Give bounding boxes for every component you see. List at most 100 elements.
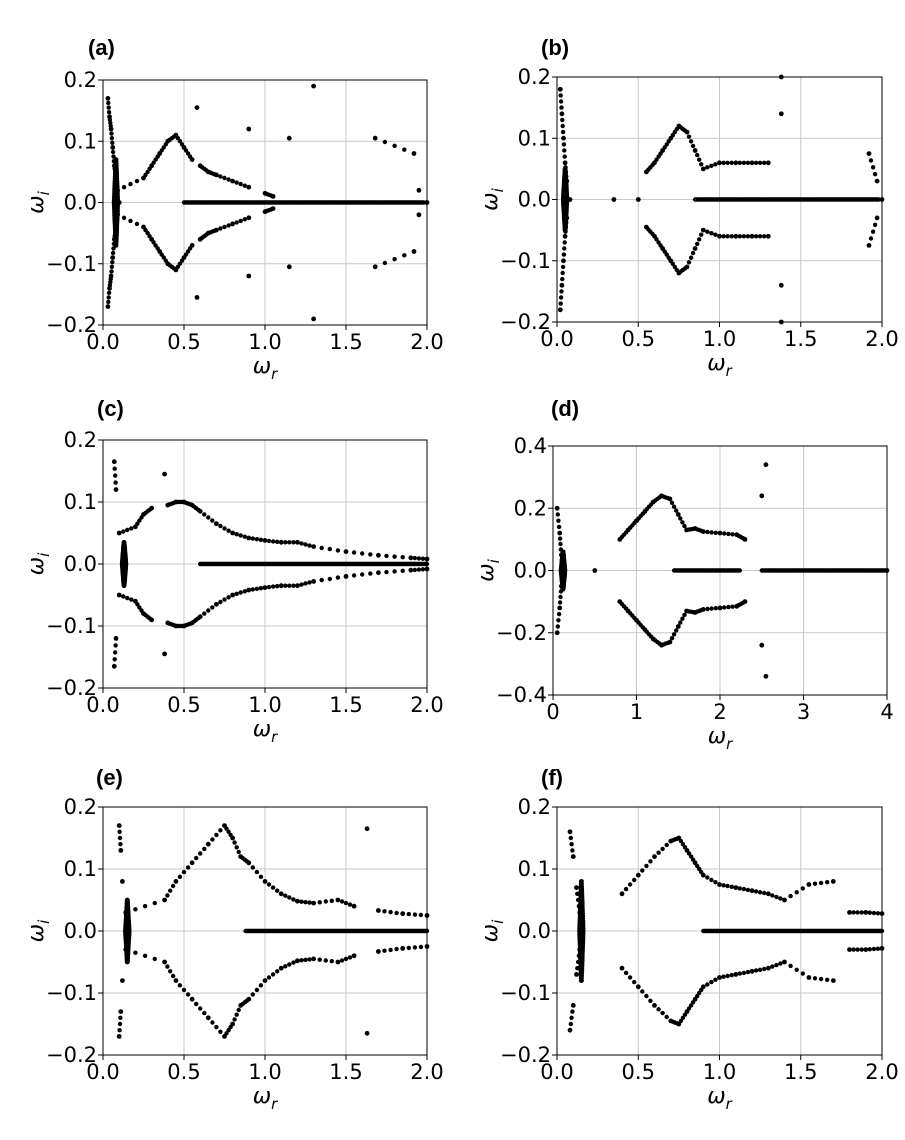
data-point <box>202 1010 207 1016</box>
data-point <box>111 159 117 164</box>
plot-frame <box>102 79 428 326</box>
x-tick-label: 2.0 <box>410 693 443 717</box>
data-point <box>125 595 130 601</box>
data-point <box>782 959 787 965</box>
data-point <box>556 518 561 523</box>
data-point <box>299 899 304 904</box>
data-point <box>185 992 191 997</box>
data-point <box>137 518 142 523</box>
data-point <box>863 910 869 915</box>
data-point <box>562 160 568 166</box>
data-point <box>155 246 160 251</box>
data-point <box>360 551 365 556</box>
data-point <box>657 641 662 646</box>
y-tick-label: −0.2 <box>46 676 97 700</box>
data-point <box>575 959 581 965</box>
data-point <box>238 533 243 538</box>
data-point <box>725 160 730 165</box>
data-point <box>198 851 203 856</box>
data-point <box>741 886 747 892</box>
data-point <box>317 900 322 905</box>
data-point <box>576 904 582 909</box>
data-point <box>364 826 370 832</box>
data-point <box>204 232 209 237</box>
data-point <box>134 221 140 227</box>
data-point <box>666 255 671 260</box>
data-point <box>674 267 679 273</box>
data-point <box>113 487 119 492</box>
y-axis-label: ωi <box>24 190 53 213</box>
data-point <box>632 520 637 526</box>
data-point <box>569 842 574 847</box>
data-point <box>737 886 742 891</box>
data-point <box>242 534 247 539</box>
data-point <box>129 597 134 602</box>
data-point <box>729 884 734 889</box>
data-point <box>171 134 177 139</box>
data-point <box>557 530 563 536</box>
data-point <box>147 166 152 171</box>
data-point <box>275 539 280 544</box>
data-point <box>113 480 118 485</box>
data-point <box>568 1021 573 1027</box>
data-point <box>562 148 567 153</box>
data-point <box>575 966 580 971</box>
data-point <box>557 605 563 611</box>
data-point <box>317 957 322 962</box>
data-point <box>648 998 653 1003</box>
data-point <box>222 224 227 230</box>
data-point <box>270 885 276 890</box>
data-point <box>124 928 130 934</box>
data-point <box>111 241 117 246</box>
data-point <box>863 947 869 952</box>
data-point <box>246 215 252 221</box>
y-tick-label: 0.0 <box>64 552 97 576</box>
data-point <box>420 556 426 561</box>
data-point <box>173 879 179 884</box>
data-point <box>690 143 696 149</box>
data-point <box>113 473 118 478</box>
data-point <box>557 307 563 313</box>
data-point <box>303 581 308 586</box>
data-point <box>299 541 304 546</box>
data-point <box>713 977 718 982</box>
y-axis-label: ωi <box>474 558 503 581</box>
data-point <box>556 524 562 530</box>
data-point <box>266 584 272 590</box>
data-point <box>686 260 692 265</box>
y-axis-label: ωi <box>24 552 53 575</box>
x-axis-label: ωr <box>708 724 733 753</box>
data-point <box>699 528 704 533</box>
data-point <box>753 968 759 973</box>
data-point <box>110 140 115 145</box>
data-point <box>725 973 730 979</box>
data-point <box>205 841 211 847</box>
y-tick-label: 0.1 <box>64 129 97 153</box>
data-point <box>283 964 288 969</box>
data-point <box>335 959 341 965</box>
data-point <box>116 592 122 598</box>
data-point <box>196 507 201 512</box>
data-point <box>246 184 252 190</box>
y-tick-label: 0.2 <box>518 795 551 819</box>
y-tick-label: −0.2 <box>46 313 97 337</box>
data-point <box>726 604 731 610</box>
data-point <box>214 832 219 838</box>
data-point <box>418 912 424 918</box>
data-point <box>335 548 341 553</box>
data-point <box>189 860 195 866</box>
data-point <box>329 959 334 964</box>
data-point <box>632 877 637 883</box>
data-point <box>557 86 563 92</box>
y-tick-label: −0.2 <box>496 621 547 645</box>
data-point <box>632 615 637 621</box>
cluster-point <box>121 540 127 545</box>
panel-c: 0.0 0.5 1.0 1.5 2.0 −0.2 −0.1 0.0 0.1 0.2(c) ωr ωi <box>24 396 444 746</box>
data-point <box>275 888 280 893</box>
x-tick-label: 0.0 <box>86 330 119 354</box>
data-point <box>759 642 765 648</box>
x-tick-label: 1.5 <box>784 327 817 351</box>
data-point <box>117 1028 122 1033</box>
data-point <box>859 947 864 952</box>
data-point <box>411 151 417 156</box>
